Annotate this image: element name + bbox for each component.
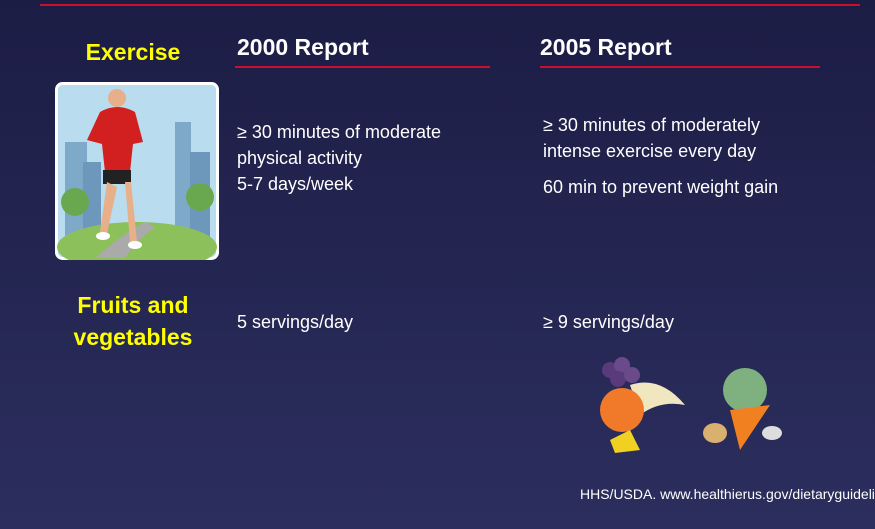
cell-text: 5-7 days/week: [237, 171, 353, 197]
cell-text: intense exercise every day: [543, 138, 756, 164]
runner-image: [55, 82, 219, 260]
cell-text: physical activity: [237, 145, 362, 171]
slide: 2000 Report 2005 Report HHS/USDA. www.he…: [0, 0, 875, 529]
column-header: 2005 Report: [540, 34, 672, 61]
cell-text: 5 servings/day: [237, 309, 353, 335]
cell-text: ≥ 30 minutes of moderate: [237, 119, 441, 145]
header-rule: [540, 66, 820, 68]
source: HHS/USDA. www.healthierus.gov/dietarygui…: [580, 486, 858, 502]
row-label: vegetables: [48, 321, 218, 353]
produce-image: [590, 345, 790, 457]
row-label: Fruits and: [48, 289, 218, 321]
column-header: 2000 Report: [237, 34, 369, 61]
cell-text: ≥ 9 servings/day: [543, 309, 674, 335]
header-rule: [235, 66, 490, 68]
cell-text: 60 min to prevent weight gain: [543, 174, 778, 200]
row-label: Exercise: [48, 36, 218, 68]
cell-text: ≥ 30 minutes of moderately: [543, 112, 760, 138]
top-rule: [40, 4, 860, 6]
